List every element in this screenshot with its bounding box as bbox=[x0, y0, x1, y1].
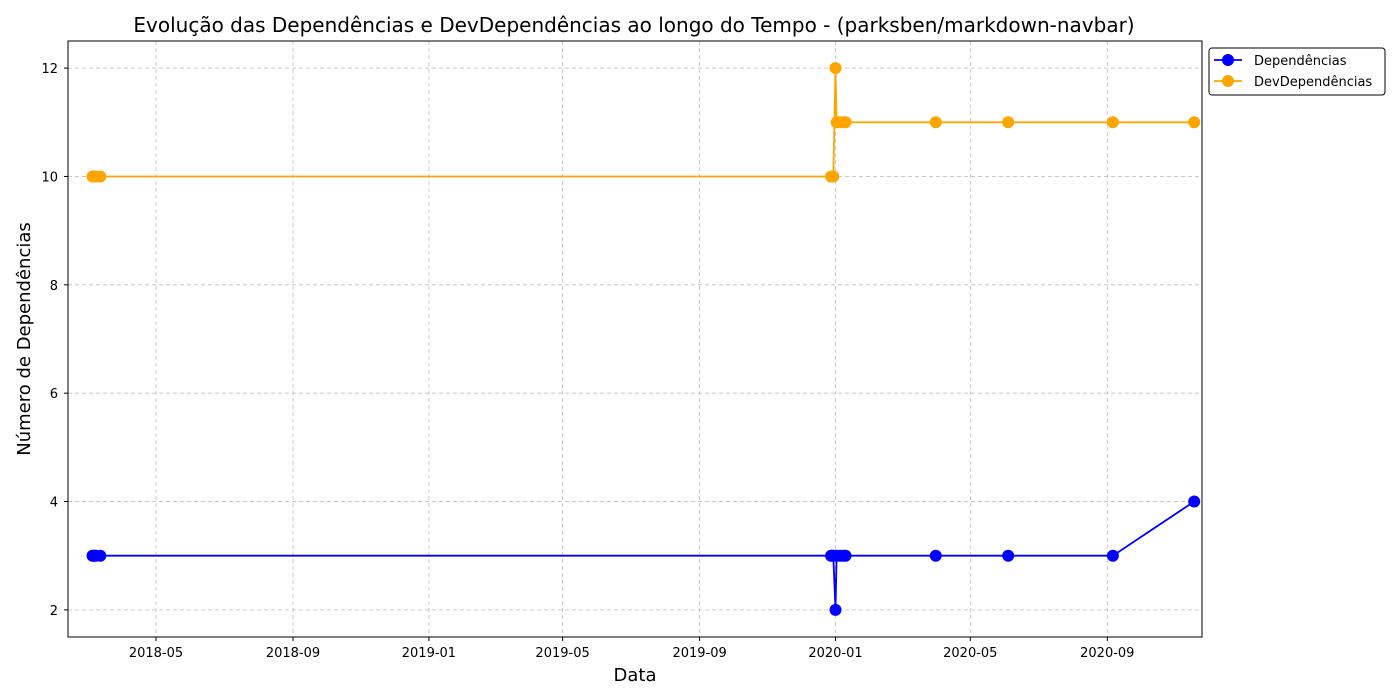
legend-label-devdependencias: DevDependências bbox=[1254, 75, 1372, 90]
data-point-devdependencias bbox=[829, 62, 842, 75]
data-point-devdependencias bbox=[839, 116, 852, 129]
plot-frame bbox=[67, 40, 1203, 638]
x-tick-label: 2020-09 bbox=[1080, 646, 1134, 661]
legend-label-dependencias: Dependências bbox=[1254, 54, 1347, 69]
legend-marker-dependencias bbox=[1222, 54, 1234, 66]
data-point-devdependencias bbox=[929, 116, 942, 129]
data-point-devdependencias bbox=[827, 170, 840, 183]
x-axis-label: Data bbox=[614, 665, 657, 686]
y-axis-label: Número de Dependências bbox=[14, 222, 35, 456]
data-point-devdependencias bbox=[94, 170, 107, 183]
grid-layer bbox=[68, 41, 1202, 637]
legend-box bbox=[1208, 47, 1386, 96]
series-layer bbox=[86, 62, 1201, 616]
y-tick-label: 10 bbox=[41, 170, 58, 185]
data-point-dependencias bbox=[829, 603, 842, 616]
y-tick-label: 12 bbox=[41, 62, 58, 77]
data-point-dependencias bbox=[1106, 549, 1119, 562]
series-line-devdependencias bbox=[92, 68, 1195, 178]
x-axis-ticks: 2018-05 2018-09 2019-01 2019-05 2019-09 2020-… bbox=[129, 637, 1134, 661]
x-tick-label: 2018-09 bbox=[266, 646, 320, 661]
y-axis-ticks: 2 4 6 8 10 12 bbox=[41, 62, 68, 619]
x-tick-label: 2020-05 bbox=[943, 646, 997, 661]
data-point-dependencias bbox=[1188, 495, 1201, 508]
data-point-devdependencias bbox=[1188, 116, 1201, 129]
x-tick-label: 2019-05 bbox=[535, 646, 589, 661]
legend: Dependências DevDependências bbox=[1208, 47, 1386, 96]
data-point-devdependencias bbox=[1002, 116, 1015, 129]
data-point-dependencias bbox=[839, 549, 852, 562]
series-line-dependencias bbox=[92, 500, 1195, 610]
x-tick-label: 2020-01 bbox=[808, 646, 862, 661]
y-tick-label: 4 bbox=[50, 496, 58, 511]
data-point-devdependencias bbox=[1106, 116, 1119, 129]
data-point-dependencias bbox=[94, 549, 107, 562]
x-tick-label: 2018-05 bbox=[129, 646, 183, 661]
x-tick-label: 2019-09 bbox=[672, 646, 726, 661]
y-tick-label: 2 bbox=[50, 604, 58, 619]
y-tick-label: 6 bbox=[50, 387, 58, 402]
x-tick-label: 2019-01 bbox=[402, 646, 456, 661]
chart-title: Evolução das Dependências e DevDependênc… bbox=[133, 13, 1134, 37]
legend-marker-devdependencias bbox=[1222, 75, 1234, 87]
data-point-dependencias bbox=[1002, 549, 1015, 562]
y-tick-label: 8 bbox=[50, 279, 58, 294]
data-point-dependencias bbox=[929, 549, 942, 562]
